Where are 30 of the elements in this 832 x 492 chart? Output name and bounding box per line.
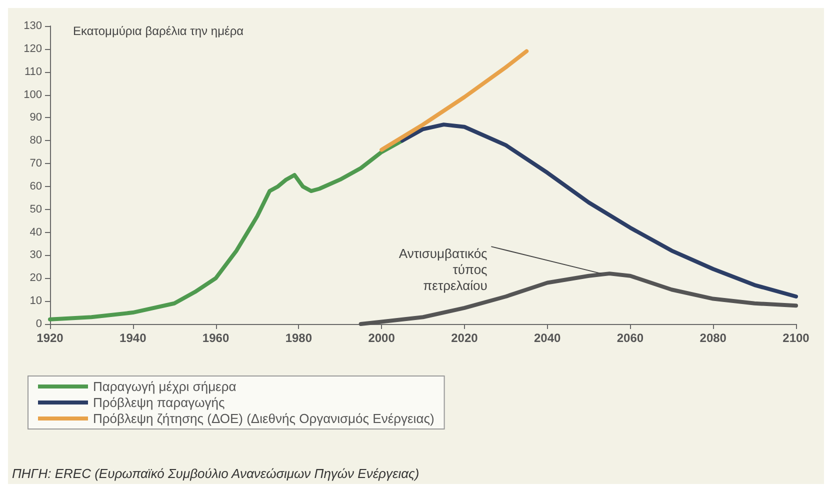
x-tick-label: 2000: [368, 331, 396, 345]
x-tick-label: 1940: [120, 331, 147, 345]
chart-title: Εκατομμύρια βαρέλια την ημέρα: [73, 24, 244, 38]
legend-label: Πρόβλεψη παραγωγής: [93, 395, 225, 410]
y-tick-label: 0: [36, 318, 42, 330]
x-tick-label: 2020: [451, 331, 478, 345]
x-tick-label: 2100: [782, 331, 810, 345]
y-tick-label: 60: [30, 180, 42, 192]
y-tick-label: 100: [24, 88, 42, 101]
legend-label: Πρόβλεψη ζήτησης (ΔΟΕ) (Διεθνής Οργανισμός Ενέργειας): [93, 411, 434, 426]
x-tick-label: 1920: [36, 331, 64, 345]
y-tick-label: 40: [30, 226, 42, 238]
text: ΠΗΓΗ: EREC (Ευρωπαϊκό Συμβούλιο Ανανεώσιμων Πηγών Ενέργειας): [12, 466, 420, 481]
y-tick-label: 20: [30, 272, 42, 284]
y-tick-label: 120: [24, 42, 42, 55]
y-tick-label: 80: [30, 134, 42, 147]
x-tick-label: 2080: [700, 331, 727, 345]
x-tick-label: 1980: [285, 331, 312, 345]
x-tick-label: 2040: [534, 331, 562, 345]
y-tick-label: 110: [24, 66, 42, 78]
x-tick-label: 1960: [202, 331, 230, 345]
y-tick-label: 70: [30, 158, 42, 170]
y-tick-label: 30: [30, 249, 42, 262]
y-tick-label: 130: [24, 20, 42, 32]
y-tick-label: 50: [30, 203, 42, 216]
x-tick-label: 2060: [616, 331, 644, 345]
legend-label: Παραγωγή μέχρι σήμερα: [93, 379, 237, 394]
y-tick-label: 10: [30, 295, 42, 308]
y-tick-label: 90: [30, 112, 42, 124]
annotation: Αντισυμβατικός τύπος πετρελαίου: [398, 246, 488, 294]
